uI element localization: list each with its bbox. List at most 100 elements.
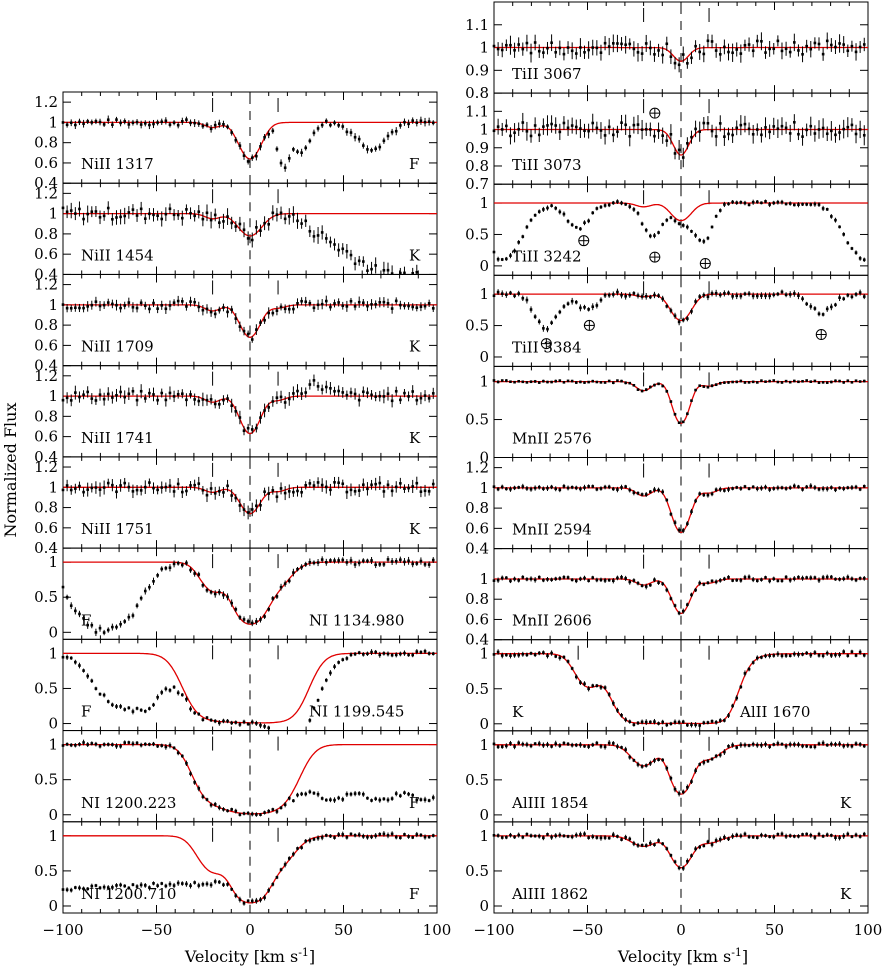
y-tick-label: 0.9 [465,139,489,157]
data-point [201,398,205,401]
data-point [419,833,423,837]
data-point [517,127,520,131]
data-point [222,491,225,494]
data-point [784,487,788,490]
data-point [653,383,656,387]
data-point [505,576,508,580]
data-point [349,832,353,836]
data-point [164,398,168,402]
data-point [230,404,233,407]
data-point [267,809,270,813]
data-point [341,247,345,251]
data-point [189,121,192,125]
data-point [230,601,233,605]
data-point [809,124,813,128]
data-point [160,120,164,124]
data-point [152,486,155,490]
data-point [698,384,701,387]
data-point [102,885,106,889]
data-point [185,761,188,765]
data-point [620,201,623,205]
data-point [399,794,402,798]
data-point [267,608,270,611]
data-point [78,120,81,124]
data-point [345,130,349,134]
data-point [74,660,77,664]
data-point [694,847,697,851]
data-point [788,293,792,296]
data-point [727,202,730,206]
data-point [570,124,574,127]
data-point [858,257,862,260]
data-point [607,836,611,840]
data-point [370,303,373,306]
data-point [357,300,361,304]
data-point [616,708,619,712]
data-point [337,123,340,127]
data-point [595,684,599,688]
data-point [172,301,176,304]
data-point [562,380,566,384]
data-point [378,394,382,398]
data-point [809,305,813,308]
data-point [694,769,697,772]
data-point [304,219,308,223]
data-point [189,884,192,888]
data-point [739,123,743,127]
data-point [181,754,184,758]
x-tick-label: 50 [334,921,353,939]
data-point [246,160,250,163]
data-point [320,231,324,234]
data-point [119,390,122,394]
data-point [599,205,603,209]
data-point [558,833,562,837]
data-point [714,754,718,758]
data-point [579,681,582,684]
x-axis-title-right-main: Velocity [km s [617,947,731,966]
data-point [242,720,246,724]
data-point [751,132,755,136]
y-tick-label: 0.5 [34,588,58,606]
data-point [809,484,813,488]
data-point [612,742,615,745]
data-point [492,250,496,254]
data-point [550,745,553,748]
data-point [570,486,574,489]
data-point [106,743,110,746]
instrument-tag: F [81,703,91,721]
data-point [694,44,697,48]
data-point [537,320,541,323]
data-point [131,389,135,393]
data-point [681,420,685,424]
data-point [801,135,804,138]
data-point [271,311,275,315]
data-point [661,490,664,494]
data-point [382,300,386,304]
data-point [566,742,570,746]
data-point [230,494,233,497]
data-point [686,859,689,863]
y-tick-label: 0.8 [34,134,58,152]
data-point [370,483,373,487]
data-point [370,148,373,152]
data-point [324,119,328,123]
data-point [533,834,537,838]
data-point [690,723,693,727]
data-point [677,866,681,870]
data-point [793,577,796,580]
data-point [127,485,131,489]
data-point [362,260,365,263]
data-point [846,654,850,657]
data-point [673,604,677,607]
y-tick-label: 1.2 [34,458,58,476]
data-point [854,485,858,489]
data-point [755,743,759,747]
data-point [333,243,336,246]
data-point [513,48,516,52]
data-point [661,842,664,846]
data-point [640,493,644,496]
data-point [677,720,681,724]
data-point [834,743,837,746]
data-point [505,124,508,128]
data-point [362,390,365,394]
